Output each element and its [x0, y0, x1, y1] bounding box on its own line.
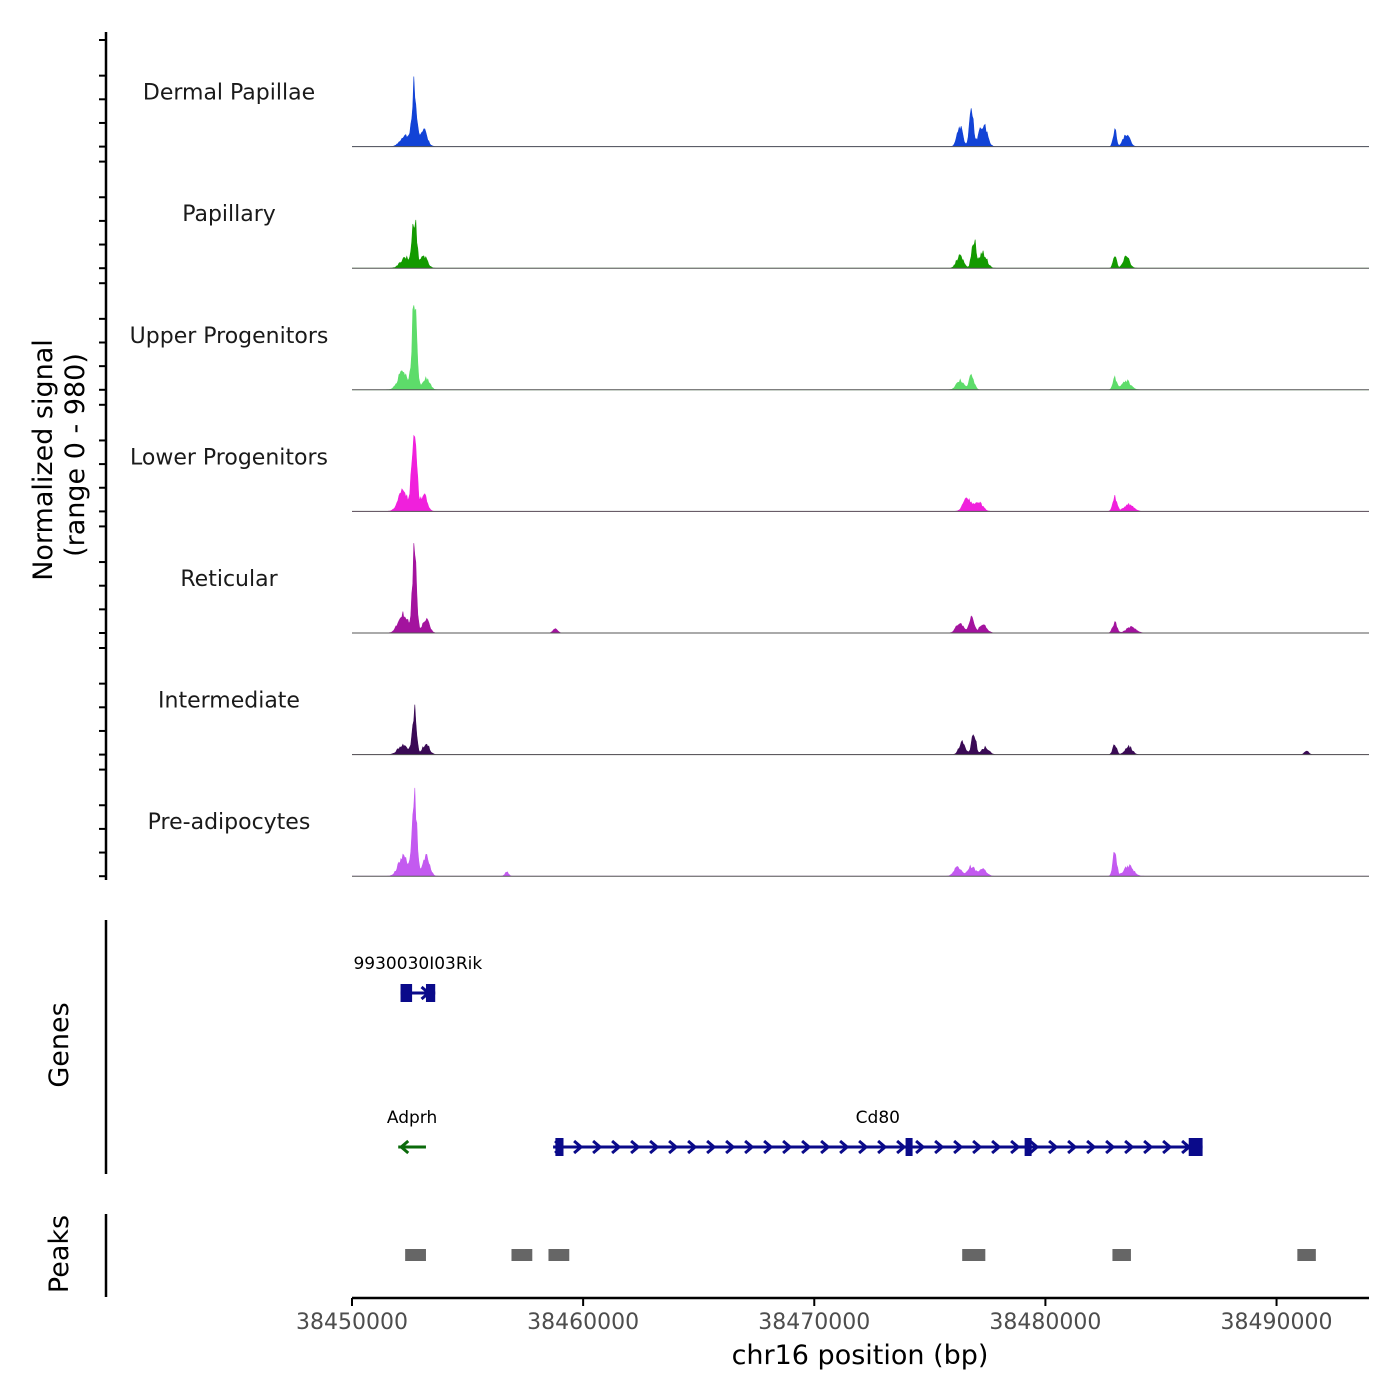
x-tick-label: 38490000 [1221, 1310, 1333, 1335]
exon [905, 1138, 913, 1156]
signal-track: Papillary [182, 202, 1369, 269]
peak-region [405, 1249, 426, 1261]
exon [1024, 1138, 1032, 1156]
strand-arrow [706, 1139, 717, 1155]
strand-arrow [649, 1139, 660, 1155]
strand-arrow [839, 1139, 850, 1155]
track-label: Pre-adipocytes [148, 810, 311, 835]
track-label: Dermal Papillae [143, 81, 315, 106]
signal-track: Dermal Papillae [143, 76, 1369, 148]
strand-arrow [611, 1139, 622, 1155]
exon [555, 1138, 564, 1156]
strand-arrow [1029, 1139, 1040, 1155]
track-label: Intermediate [158, 689, 300, 714]
strand-arrow [915, 1139, 926, 1155]
gene-model: 9930030I03Rik [353, 954, 482, 1002]
strand-arrow [1048, 1139, 1059, 1155]
strand-arrow [1086, 1139, 1097, 1155]
track-label: Reticular [180, 567, 278, 592]
strand-arrow [1067, 1139, 1078, 1155]
x-tick-label: 38450000 [296, 1310, 408, 1335]
signal-tracks: Dermal Papillae Papillary Upper Progenitor… [130, 76, 1369, 877]
gene-model: Adprh [387, 1108, 437, 1155]
track-label: Lower Progenitors [130, 445, 328, 470]
gene-annotation-track: 9930030I03Rik Adprh Cd80 [250, 940, 1203, 1156]
x-tick-label: 38470000 [758, 1310, 870, 1335]
signal-axis-ticks [99, 39, 106, 878]
signal-ylabel: Normalized signal [28, 339, 59, 581]
strand-arrow [782, 1139, 793, 1155]
track-label: Upper Progenitors [130, 324, 329, 349]
gene-model: Cd80 [553, 1108, 1203, 1156]
strand-arrow [1010, 1139, 1021, 1155]
strand-arrow [934, 1139, 945, 1155]
peak-region [548, 1249, 570, 1261]
x-tick-label: 38460000 [527, 1310, 639, 1335]
peak-region [1112, 1249, 1131, 1261]
genes-panel-label: Genes [44, 1002, 75, 1087]
gene-label: 9930030I03Rik [353, 954, 482, 974]
gene-label: Cd80 [856, 1108, 900, 1128]
peak-region [962, 1249, 986, 1261]
peaks-panel-label: Peaks [44, 1215, 75, 1293]
strand-arrow [592, 1139, 603, 1155]
signal-track: Upper Progenitors [130, 305, 1369, 391]
strand-arrow [991, 1139, 1002, 1155]
peak-region [511, 1249, 533, 1261]
strand-arrow [801, 1139, 812, 1155]
strand-arrow [744, 1139, 755, 1155]
x-axis-label: chr16 position (bp) [732, 1340, 989, 1371]
exon [425, 984, 436, 1002]
strand-arrow [1124, 1139, 1135, 1155]
label-clip-mask [250, 940, 352, 970]
strand-arrow [725, 1139, 736, 1155]
strand-arrow [763, 1139, 774, 1155]
signal-ylabel-range: (range 0 - 980) [60, 353, 91, 557]
strand-arrow [1105, 1139, 1116, 1155]
exon [1188, 1138, 1203, 1156]
strand-arrow [1143, 1139, 1154, 1155]
exon [400, 984, 413, 1002]
strand-arrow [972, 1139, 983, 1155]
strand-arrow [630, 1139, 641, 1155]
signal-track: Pre-adipocytes [148, 787, 1369, 877]
strand-arrow [1162, 1139, 1173, 1155]
strand-arrow [896, 1139, 907, 1155]
gene-label: Adprh [387, 1108, 437, 1128]
strand-arrow [573, 1139, 584, 1155]
strand-arrow [858, 1139, 869, 1155]
x-axis-ticks: 38450000 38460000 38470000 38480000 38490000 [296, 1298, 1333, 1335]
strand-arrow [668, 1139, 679, 1155]
signal-track: Intermediate [158, 689, 1369, 756]
strand-arrow [953, 1139, 964, 1155]
strand-arrow [687, 1139, 698, 1155]
strand-arrow [877, 1139, 888, 1155]
peak-region [1297, 1249, 1316, 1261]
x-tick-label: 38480000 [989, 1310, 1101, 1335]
track-label: Papillary [182, 202, 276, 227]
strand-arrow [820, 1139, 831, 1155]
strand-arrow [398, 1139, 410, 1155]
signal-track: Lower Progenitors [130, 434, 1369, 512]
signal-track: Reticular [180, 543, 1369, 634]
peak-regions-track [405, 1249, 1316, 1261]
